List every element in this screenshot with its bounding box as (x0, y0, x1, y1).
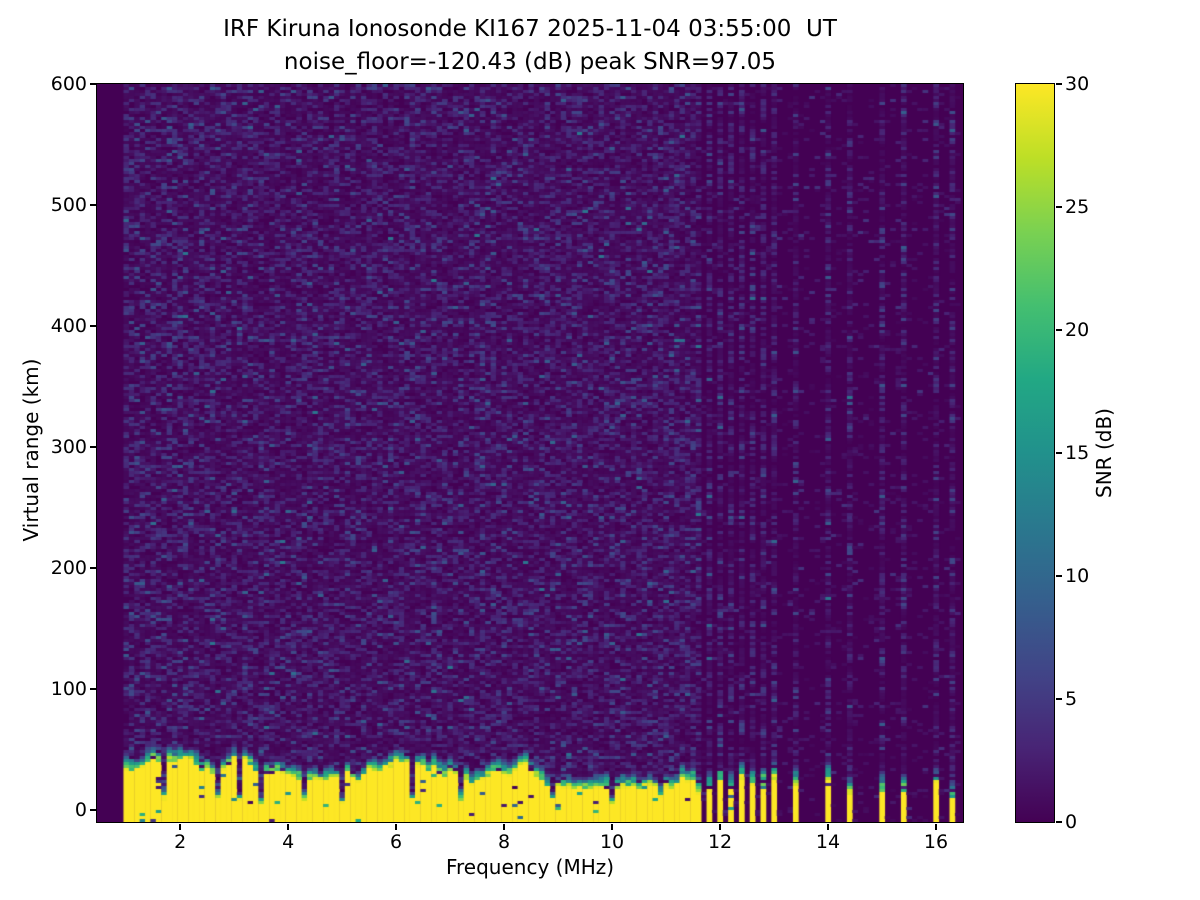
colorbar-tick-mark (1055, 452, 1062, 454)
x-tick-mark (395, 823, 397, 830)
y-tick-mark (89, 204, 96, 206)
x-axis-label: Frequency (MHz) (445, 855, 615, 879)
x-tick-mark (827, 823, 829, 830)
y-tick-label: 400 (50, 315, 87, 337)
y-tick-mark (89, 325, 96, 327)
colorbar-tick-label: 5 (1065, 688, 1078, 710)
y-tick-label: 600 (50, 73, 87, 95)
x-tick-mark (935, 823, 937, 830)
x-tick-label: 12 (707, 831, 733, 853)
x-tick-mark (611, 823, 613, 830)
colorbar-tick-label: 0 (1065, 811, 1078, 833)
colorbar (1014, 82, 1055, 823)
y-tick-mark (89, 567, 96, 569)
plot-area (95, 82, 964, 823)
colorbar-tick-label: 10 (1065, 565, 1090, 587)
x-tick-label: 14 (815, 831, 841, 853)
colorbar-tick-mark (1055, 698, 1062, 700)
y-tick-label: 300 (50, 436, 87, 458)
x-tick-label: 4 (282, 831, 295, 853)
x-tick-label: 10 (599, 831, 625, 853)
x-tick-mark (179, 823, 181, 830)
chart-subtitle: noise_floor=-120.43 (dB) peak SNR=97.05 (283, 49, 777, 75)
colorbar-label: SNR (dB) (1092, 408, 1116, 498)
colorbar-tick-mark (1055, 83, 1062, 85)
chart-title: IRF Kiruna Ionosonde KI167 2025-11-04 03… (223, 16, 837, 42)
colorbar-tick-label: 15 (1065, 442, 1090, 464)
x-tick-label: 8 (498, 831, 511, 853)
y-tick-mark (89, 83, 96, 85)
colorbar-tick-mark (1055, 821, 1062, 823)
x-tick-label: 16 (923, 831, 949, 853)
heatmap-canvas (96, 83, 963, 822)
colorbar-tick-label: 20 (1065, 319, 1090, 341)
x-tick-mark (287, 823, 289, 830)
y-tick-mark (89, 446, 96, 448)
colorbar-tick-mark (1055, 329, 1062, 331)
y-tick-label: 100 (50, 678, 87, 701)
colorbar-tick-mark (1055, 206, 1062, 208)
colorbar-tick-label: 25 (1065, 196, 1090, 218)
y-axis-label: Virtual range (km) (19, 358, 43, 542)
x-tick-mark (719, 823, 721, 830)
y-tick-label: 0 (74, 799, 87, 822)
y-tick-mark (89, 688, 96, 690)
y-tick-label: 500 (50, 194, 87, 216)
x-tick-label: 2 (174, 831, 187, 853)
y-tick-mark (89, 809, 96, 811)
colorbar-tick-mark (1055, 575, 1062, 577)
x-tick-label: 6 (390, 831, 403, 853)
x-tick-mark (503, 823, 505, 830)
y-tick-label: 200 (50, 557, 87, 579)
colorbar-tick-label: 30 (1065, 73, 1090, 95)
